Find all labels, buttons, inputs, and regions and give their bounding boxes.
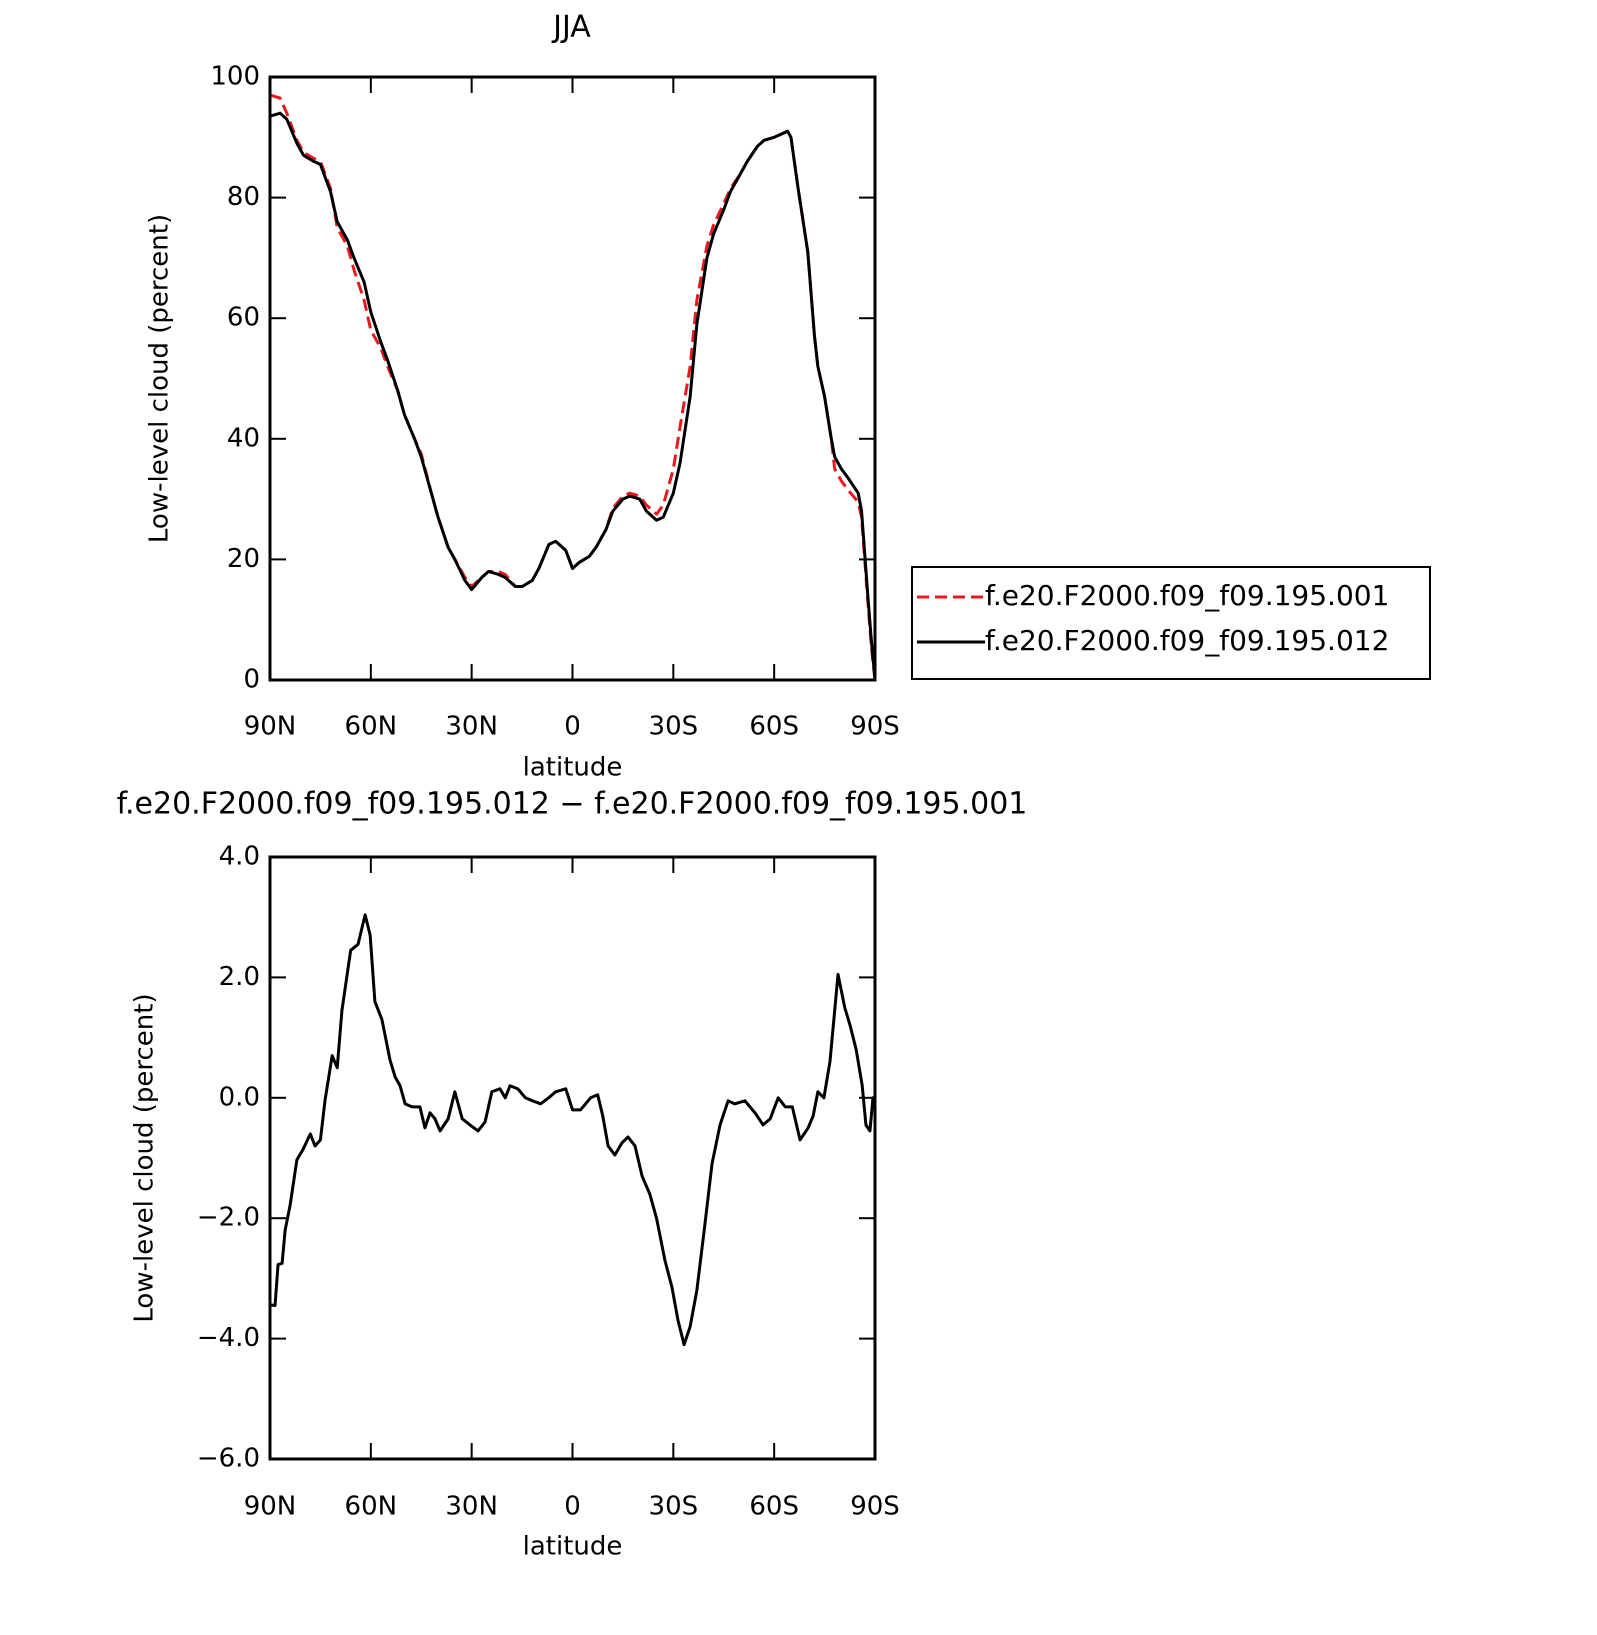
x-axis-label: latitude <box>523 753 623 783</box>
x-tick-label: 0 <box>564 712 581 742</box>
x-tick-label: 60S <box>749 712 799 742</box>
plot-frame <box>268 75 877 682</box>
y-tick-label: 60 <box>227 303 260 333</box>
y-tick-label: 100 <box>210 62 260 92</box>
chart-title: f.e20.F2000.f09_f09.195.012 − f.e20.F200… <box>117 787 1028 822</box>
x-tick-label: 60S <box>749 1492 799 1522</box>
y-tick-label: −4.0 <box>197 1323 260 1353</box>
x-tick-label: 90S <box>850 712 900 742</box>
x-tick-label: 0 <box>564 1492 581 1522</box>
plot-frame <box>268 855 877 1461</box>
y-tick-label: −6.0 <box>197 1444 260 1474</box>
legend: f.e20.F2000.f09_f09.195.001 f.e20.F2000.f… <box>911 566 1431 680</box>
x-tick-label: 60N <box>345 712 398 742</box>
chart-title: JJA <box>551 10 591 45</box>
x-tick-label: 90S <box>850 1492 900 1522</box>
y-tick-label: 4.0 <box>219 842 260 872</box>
y-tick-label: 2.0 <box>219 962 260 992</box>
y-tick-label: 0 <box>243 665 260 695</box>
y-tick-label: 40 <box>227 423 260 453</box>
x-tick-label: 30N <box>445 712 498 742</box>
data-line <box>269 93 877 681</box>
y-axis-label: Low-level cloud (percent) <box>130 993 160 1322</box>
y-tick-label: 0.0 <box>219 1082 260 1112</box>
x-tick-label: 30N <box>445 1492 498 1522</box>
x-tick-label: 30S <box>649 712 699 742</box>
y-tick-label: −2.0 <box>197 1203 260 1233</box>
y-tick-label: 20 <box>227 544 260 574</box>
legend-label: f.e20.F2000.f09_f09.195.012 <box>985 624 1389 657</box>
x-tick-label: 30S <box>649 1492 699 1522</box>
y-axis-label: Low-level cloud (percent) <box>145 214 175 543</box>
y-tick-label: 80 <box>227 182 260 212</box>
x-tick-label: 90N <box>244 712 297 742</box>
data-line <box>269 111 877 681</box>
legend-box <box>911 566 1431 680</box>
x-tick-label: 90N <box>244 1492 297 1522</box>
x-tick-label: 60N <box>345 1492 398 1522</box>
data-line <box>269 913 875 1347</box>
legend-label: f.e20.F2000.f09_f09.195.001 <box>985 579 1389 612</box>
x-axis-label: latitude <box>523 1532 623 1562</box>
